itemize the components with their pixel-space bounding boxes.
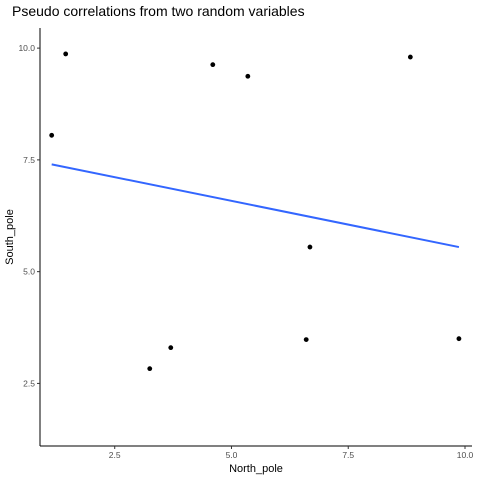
data-point: [303, 337, 309, 342]
y-tick-label: 2.5: [23, 378, 35, 388]
x-tick-label: 2.5: [109, 450, 121, 460]
plot-area: [49, 51, 462, 372]
y-tick-label: 10.0: [18, 43, 35, 53]
x-axis-title: North_pole: [229, 463, 283, 475]
x-tick-label: 10.0: [457, 450, 474, 460]
data-point: [147, 366, 153, 372]
y-tick-label: 7.5: [23, 155, 35, 165]
data-point: [49, 132, 55, 138]
data-point: [456, 336, 462, 342]
data-point: [407, 54, 413, 60]
data-point: [245, 73, 251, 79]
x-axis-ticks: 2.5 5.0 7.5 10.0: [109, 446, 474, 460]
fit-line: [51, 163, 460, 249]
x-tick-label: 7.5: [342, 450, 354, 460]
data-point: [168, 345, 174, 351]
y-axis-title: South_pole: [4, 209, 16, 265]
data-point: [307, 244, 313, 250]
chart-title: Pseudo correlations from two random vari…: [12, 3, 305, 19]
data-point: [210, 62, 216, 68]
y-axis-ticks: 2.5 5.0 7.5 10.0: [18, 43, 40, 388]
x-tick-label: 5.0: [226, 450, 238, 460]
data-point: [63, 51, 69, 57]
y-tick-label: 5.0: [23, 267, 35, 277]
